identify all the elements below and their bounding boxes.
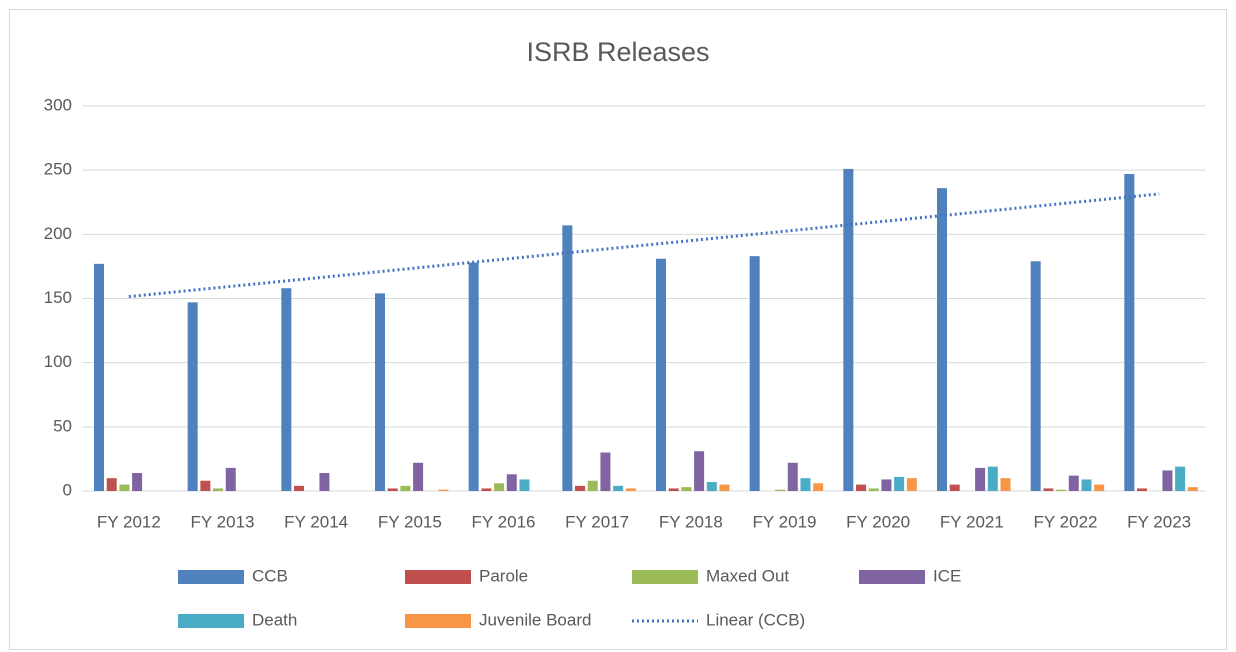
bar [587, 480, 598, 491]
bar [94, 263, 104, 491]
bar [506, 474, 517, 491]
bar [225, 467, 236, 491]
legend-label: CCB [252, 566, 288, 585]
bar [1081, 479, 1092, 491]
bar [600, 452, 611, 491]
legend-label: Death [252, 610, 297, 629]
legend-swatch [178, 570, 244, 584]
legend-swatch [405, 570, 471, 584]
bar [800, 478, 811, 491]
bar [906, 478, 917, 491]
bar [281, 288, 292, 491]
bar [937, 188, 947, 491]
legend-label: Juvenile Board [479, 610, 591, 629]
bar [719, 484, 730, 491]
x-tick-label: FY 2013 [191, 512, 255, 531]
bar [400, 485, 411, 491]
bar [1175, 466, 1186, 491]
bar [519, 479, 530, 491]
x-tick-label: FY 2015 [378, 512, 442, 531]
x-tick-label: FY 2019 [753, 512, 817, 531]
bar [1137, 488, 1148, 491]
y-tick-label: 250 [44, 160, 72, 179]
bar [187, 302, 198, 491]
legend-label: Parole [479, 566, 528, 585]
bar [387, 488, 398, 491]
bar [668, 488, 679, 491]
chart-title: ISRB Releases [526, 37, 709, 67]
y-tick-label: 100 [44, 352, 72, 371]
bar [1094, 484, 1105, 491]
bar [813, 483, 824, 491]
x-tick-label: FY 2014 [284, 512, 348, 531]
bar [1162, 470, 1173, 491]
legend-swatch [859, 570, 925, 584]
bar [843, 168, 854, 491]
bar [949, 484, 960, 491]
bar [375, 293, 385, 491]
bar [881, 479, 892, 491]
y-tick-label: 300 [44, 95, 72, 114]
x-tick-label: FY 2021 [940, 512, 1004, 531]
bar [613, 485, 624, 491]
bar [1030, 261, 1041, 491]
y-tick-label: 50 [53, 416, 72, 435]
bar [1000, 478, 1011, 491]
bar [413, 462, 424, 491]
bar [856, 484, 867, 491]
legend-label: Maxed Out [706, 566, 789, 585]
bar [119, 484, 130, 491]
x-tick-label: FY 2018 [659, 512, 723, 531]
x-tick-label: FY 2020 [846, 512, 910, 531]
bar [319, 473, 330, 491]
bar [468, 262, 479, 491]
bar [1187, 487, 1198, 491]
bar [481, 488, 492, 491]
x-tick-label: FY 2012 [97, 512, 161, 531]
legend-swatch [178, 614, 244, 628]
bar [294, 485, 305, 491]
x-tick-label: FY 2016 [472, 512, 536, 531]
bar [749, 256, 760, 491]
bar [562, 225, 573, 491]
bar [494, 483, 505, 491]
bar [775, 489, 786, 491]
chart-border [9, 9, 1227, 650]
x-tick-label: FY 2023 [1127, 512, 1191, 531]
bar [681, 487, 692, 491]
bar [656, 258, 666, 491]
bar [694, 451, 705, 491]
bar [200, 480, 211, 491]
y-tick-label: 150 [44, 288, 72, 307]
bar [868, 488, 879, 491]
bar [1124, 174, 1135, 491]
bar [625, 488, 636, 491]
y-tick-label: 200 [44, 224, 72, 243]
legend-label: Linear (CCB) [706, 610, 805, 629]
bar [438, 489, 449, 491]
bar [132, 473, 143, 491]
legend-swatch [405, 614, 471, 628]
bar [894, 476, 905, 491]
bar [1043, 488, 1054, 491]
bar [213, 488, 224, 491]
legend-label: ICE [933, 566, 961, 585]
legend-swatch [632, 570, 698, 584]
y-tick-label: 0 [63, 480, 72, 499]
bar [706, 482, 717, 491]
bar [575, 485, 586, 491]
x-tick-label: FY 2022 [1034, 512, 1098, 531]
x-tick-label: FY 2017 [565, 512, 629, 531]
bar [1068, 475, 1079, 491]
bar [1056, 489, 1067, 491]
bar [975, 467, 986, 491]
bar [106, 478, 117, 491]
bar [787, 462, 798, 491]
bar [987, 466, 998, 491]
